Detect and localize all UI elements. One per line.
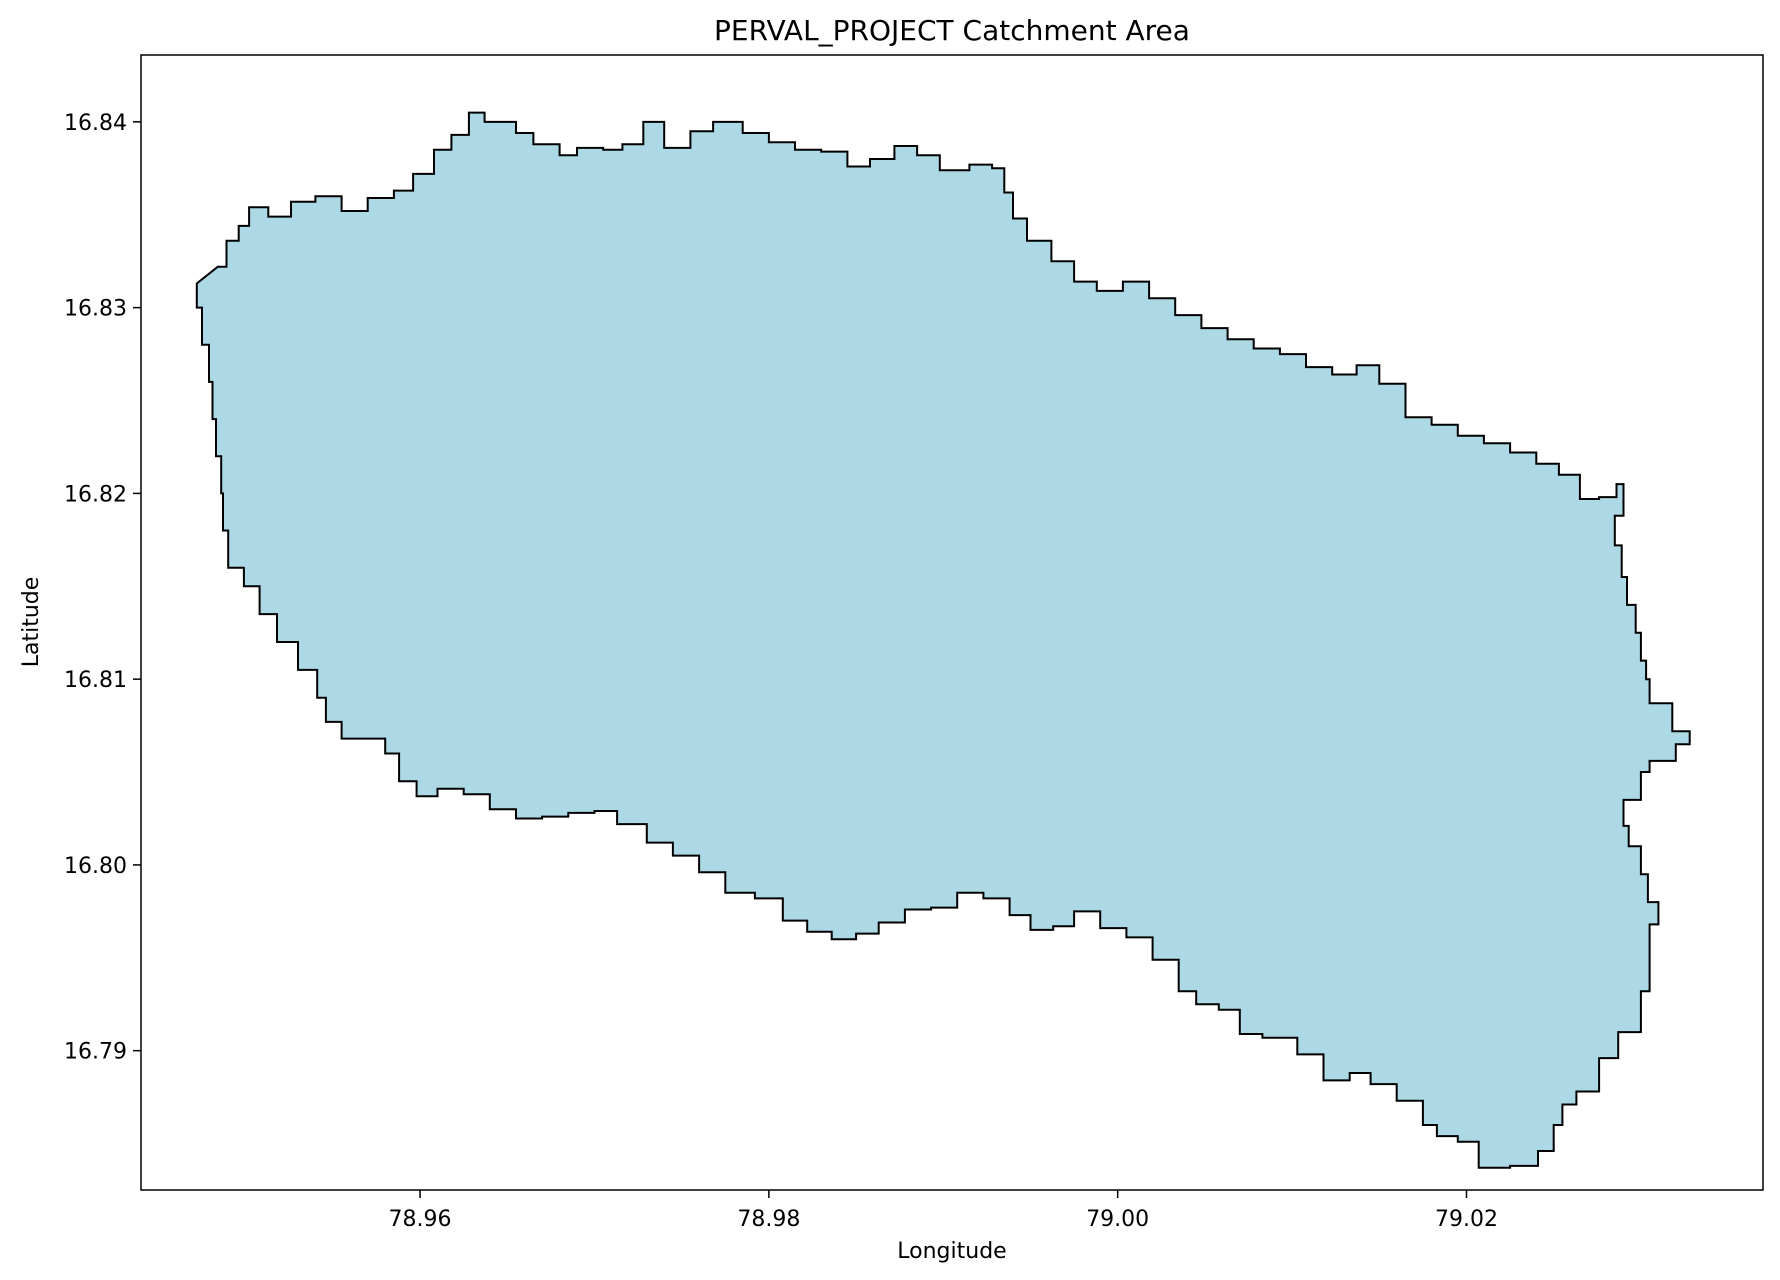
x-axis-ticks: 78.96 78.98 79.00 79.02 [389, 1190, 1498, 1232]
y-tick-label: 16.81 [64, 668, 127, 693]
x-tick-label: 78.96 [389, 1207, 452, 1232]
axes-frame [140, 54, 1764, 1191]
y-axis-label: Latitude [19, 577, 44, 668]
catchment-polygon-layer [195, 111, 1691, 1169]
catchment-polygon [195, 111, 1691, 1169]
chart-title: PERVAL_PROJECT Catchment Area [714, 14, 1190, 47]
x-tick-label: 78.98 [737, 1207, 800, 1232]
y-tick-label: 16.79 [64, 1040, 127, 1065]
x-tick-label: 79.02 [1435, 1207, 1498, 1232]
y-tick-label: 16.80 [64, 854, 127, 879]
plot-area [140, 54, 1764, 1191]
y-tick-label: 16.84 [64, 111, 127, 136]
x-axis-label: Longitude [897, 1239, 1006, 1264]
y-tick-label: 16.82 [64, 482, 127, 507]
x-tick-label: 79.00 [1086, 1207, 1149, 1232]
y-axis-ticks: 16.79 16.80 16.81 16.82 16.83 16.84 [64, 111, 141, 1065]
y-tick-label: 16.83 [64, 297, 127, 322]
